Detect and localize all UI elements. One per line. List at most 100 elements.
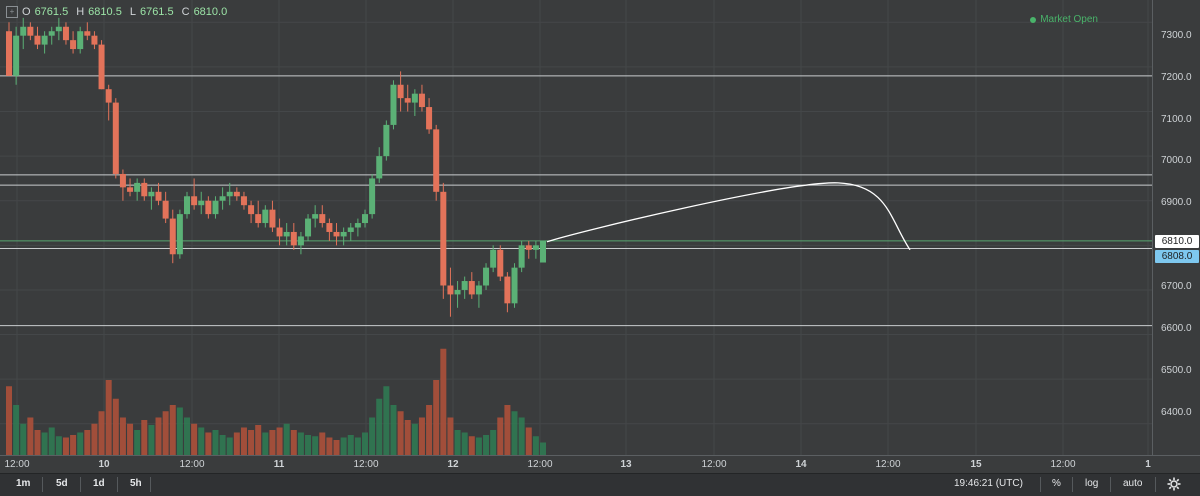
volume-bar bbox=[347, 435, 354, 455]
high-label: H bbox=[76, 6, 85, 18]
candle-body bbox=[184, 196, 190, 215]
time-tick: 12:00 bbox=[1050, 459, 1076, 470]
volume-bar bbox=[248, 430, 255, 455]
candle-body bbox=[340, 231, 347, 237]
volume-bar bbox=[34, 430, 41, 455]
time-tick: 15 bbox=[970, 459, 982, 470]
volume-bar bbox=[461, 432, 468, 455]
volume-bar bbox=[226, 437, 233, 455]
volume-bar bbox=[91, 423, 98, 455]
candle-body bbox=[397, 84, 404, 99]
volume-bar bbox=[55, 436, 62, 455]
volume-bar bbox=[112, 398, 119, 455]
volume-bar bbox=[62, 437, 69, 455]
volume-bar bbox=[383, 386, 390, 455]
candle-body bbox=[333, 231, 340, 237]
range-1m-button[interactable]: 1m bbox=[16, 478, 31, 489]
open-label: O bbox=[22, 6, 31, 18]
low-label: L bbox=[129, 6, 136, 18]
close-label: C bbox=[181, 6, 190, 18]
time-axis[interactable]: 12:00 10 12:00 11 12:00 12 12:00 13 12:0… bbox=[0, 455, 1200, 474]
volume-bar bbox=[176, 407, 183, 455]
candle-body bbox=[504, 276, 511, 304]
range-5h-button[interactable]: 5h bbox=[130, 478, 142, 489]
candle-body bbox=[55, 26, 62, 32]
candle-body bbox=[105, 89, 112, 103]
time-tick: 12:00 bbox=[527, 459, 553, 470]
candle-body bbox=[248, 205, 255, 215]
volume-bar bbox=[433, 380, 440, 455]
candle-body bbox=[525, 245, 532, 250]
chart-area[interactable]: + O 6761.5 H 6810.5 L 6761.5 C 6810.0 Ma… bbox=[0, 0, 1152, 455]
price-tick: 6700.0 bbox=[1161, 281, 1192, 292]
volume-bar bbox=[13, 405, 20, 455]
volume-bar bbox=[411, 423, 418, 455]
volume-bar bbox=[340, 437, 347, 455]
candle-body bbox=[511, 267, 518, 304]
volume-bar bbox=[297, 432, 304, 455]
volume-bar bbox=[518, 417, 525, 455]
log-toggle[interactable]: log bbox=[1085, 478, 1099, 489]
percent-toggle[interactable]: % bbox=[1052, 478, 1061, 489]
volume-bar bbox=[475, 437, 482, 455]
low-value: 6761.5 bbox=[139, 6, 174, 18]
price-chart-svg[interactable] bbox=[0, 0, 1152, 455]
candle-body bbox=[290, 231, 297, 246]
price-tick: 6400.0 bbox=[1161, 407, 1192, 418]
volume-bar bbox=[483, 435, 490, 455]
volume-bar bbox=[162, 411, 169, 455]
candle-body bbox=[540, 240, 546, 263]
candle-body bbox=[461, 281, 468, 290]
candle-body bbox=[532, 245, 539, 250]
range-5d-button[interactable]: 5d bbox=[56, 478, 68, 489]
candle-body bbox=[20, 26, 27, 36]
candle-body bbox=[62, 26, 69, 41]
divider bbox=[117, 477, 118, 492]
candle-body bbox=[276, 227, 283, 237]
candle-body bbox=[354, 223, 361, 228]
forecast-curve bbox=[546, 182, 911, 251]
divider bbox=[1155, 477, 1156, 492]
volume-bar bbox=[134, 430, 141, 455]
legend-toggle-icon[interactable]: + bbox=[6, 6, 18, 18]
candle-body bbox=[376, 156, 383, 179]
candle-body bbox=[205, 200, 212, 215]
utc-clock[interactable]: 19:46:21 (UTC) bbox=[954, 478, 1023, 489]
price-axis[interactable]: 7300.0 7200.0 7100.0 7000.0 6900.0 6800.… bbox=[1152, 0, 1200, 455]
candle-body bbox=[141, 182, 148, 197]
gear-icon[interactable] bbox=[1167, 477, 1181, 491]
volume-bar bbox=[119, 417, 126, 455]
candle-body bbox=[48, 31, 55, 36]
candle-body bbox=[255, 214, 262, 224]
open-value: 6761.5 bbox=[34, 6, 69, 18]
volume-bar bbox=[440, 348, 447, 455]
last-price-label: 6810.0 bbox=[1155, 235, 1199, 248]
volume-bar bbox=[362, 432, 368, 455]
volume-bar bbox=[255, 425, 262, 455]
candle-body bbox=[6, 31, 12, 76]
volume-bar bbox=[326, 437, 333, 455]
volume-bar bbox=[48, 427, 55, 455]
volume-bar bbox=[468, 436, 475, 455]
auto-toggle[interactable]: auto bbox=[1123, 478, 1143, 489]
candle-body bbox=[162, 200, 169, 219]
volume-bar bbox=[269, 430, 276, 455]
candle-body bbox=[475, 285, 482, 295]
candle-body bbox=[119, 173, 126, 188]
price-tick: 7300.0 bbox=[1161, 30, 1192, 41]
candle-body bbox=[490, 249, 497, 268]
bottom-toolbar: 1m 5d 1d 5h 19:46:21 (UTC) % log auto bbox=[0, 473, 1200, 496]
close-value: 6810.0 bbox=[193, 6, 228, 18]
candle-body bbox=[418, 93, 425, 108]
volume-bar bbox=[333, 440, 340, 455]
volume-bar bbox=[397, 411, 404, 455]
candle-body bbox=[390, 84, 397, 125]
volume-bar bbox=[20, 423, 27, 455]
candle-body bbox=[27, 26, 34, 36]
candle-body bbox=[454, 289, 461, 295]
price-tick: 6900.0 bbox=[1161, 197, 1192, 208]
volume-bar bbox=[84, 430, 91, 455]
divider bbox=[80, 477, 81, 492]
candle-body bbox=[134, 182, 141, 192]
range-1d-button[interactable]: 1d bbox=[93, 478, 105, 489]
